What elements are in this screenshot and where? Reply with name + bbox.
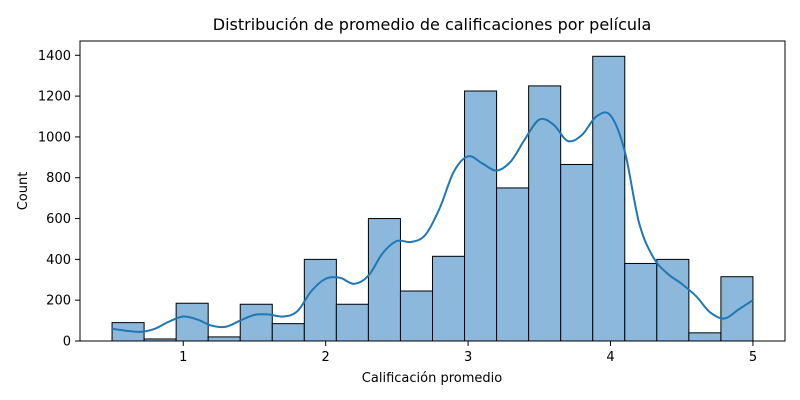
- histogram-bar-12: [496, 187, 530, 342]
- histogram-bar-11: [464, 90, 498, 342]
- histogram-bar-3: [207, 336, 241, 342]
- histogram-bar-16: [624, 262, 658, 342]
- y-axis-ticks: 0 200 400 600 800 1000 1200 1400: [38, 49, 80, 350]
- x-tick-label-0: 1: [179, 350, 187, 365]
- x-axis-ticks: 1 2 3 4 5: [179, 341, 757, 365]
- x-tick-label-4: 5: [749, 350, 757, 365]
- histogram-bar-9: [399, 290, 434, 342]
- y-tick-label-4: 800: [46, 171, 71, 186]
- y-tick-label-3: 600: [46, 212, 71, 227]
- plot-area-frame: [79, 40, 786, 342]
- histogram-bar-5: [271, 323, 305, 342]
- histogram-bar-14: [560, 163, 594, 342]
- y-axis-label: Count: [16, 172, 31, 211]
- histogram-bar-7: [335, 303, 369, 342]
- y-tick-label-0: 0: [63, 335, 71, 350]
- histogram-bar-18: [688, 332, 722, 342]
- histogram-bar-15: [592, 55, 626, 342]
- histogram-bar-6: [303, 258, 337, 342]
- histogram-bar-10: [432, 255, 466, 342]
- y-tick-label-5: 1000: [38, 130, 71, 145]
- y-tick-label-1: 200: [46, 294, 71, 309]
- y-tick-label-2: 400: [46, 253, 71, 268]
- histogram-bar-19: [720, 276, 754, 342]
- histogram-bar-17: [656, 258, 690, 342]
- x-axis-label: Calificación promedio: [362, 371, 502, 386]
- histogram-bar-8: [367, 218, 401, 342]
- x-tick-label-1: 2: [322, 350, 330, 365]
- chart-title: Distribución de promedio de calificacion…: [213, 15, 652, 34]
- histogram-bar-4: [239, 303, 273, 342]
- y-tick-label-7: 1400: [38, 49, 71, 64]
- y-tick-label-6: 1200: [38, 90, 71, 105]
- x-tick-label-2: 3: [464, 350, 472, 365]
- x-tick-label-3: 4: [606, 350, 614, 365]
- histogram-bars: [111, 55, 754, 342]
- kde-curve: [111, 111, 754, 333]
